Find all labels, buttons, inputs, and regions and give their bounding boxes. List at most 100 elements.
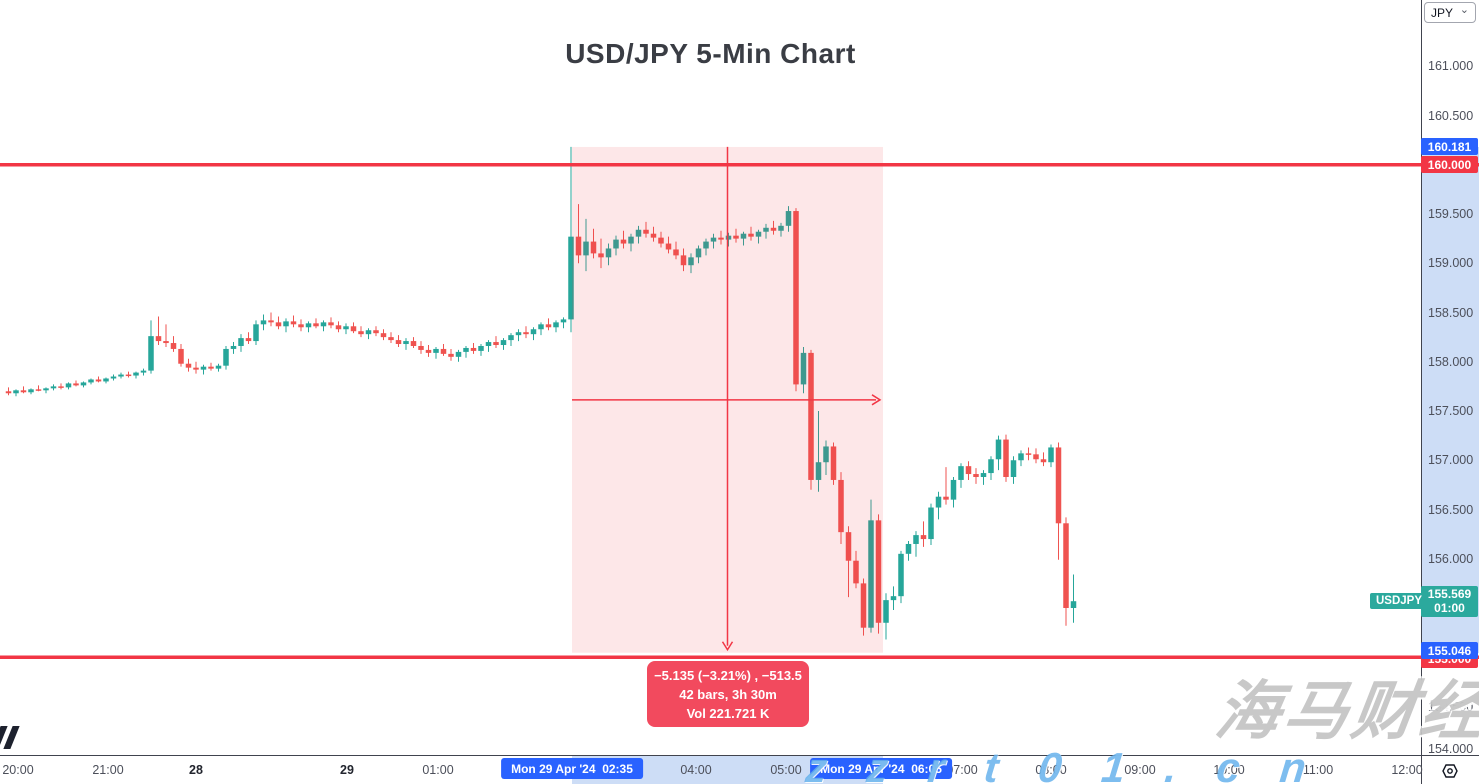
candle-body [1040, 459, 1047, 463]
candle-body [223, 348, 229, 366]
candle-body [163, 341, 169, 344]
candle-body [43, 388, 49, 391]
candle-body [313, 323, 319, 327]
candle-body [913, 535, 919, 544]
candle-body [200, 366, 207, 370]
candle-body [688, 257, 694, 266]
candle-body [718, 237, 724, 240]
time-tick: 28 [189, 763, 203, 777]
price-tick: 157.000 [1428, 453, 1474, 468]
candle-body [620, 239, 627, 244]
candle-body [95, 379, 102, 382]
time-tick: 20:00 [2, 763, 34, 777]
candle-body [1003, 439, 1009, 477]
price-tick: 157.500 [1428, 404, 1474, 418]
candle-body [703, 241, 709, 249]
candle-body [185, 363, 192, 368]
candle-body [635, 229, 642, 237]
candle-body [50, 386, 57, 389]
candle-body [110, 376, 117, 379]
price-tick: 158.500 [1428, 305, 1474, 320]
candle-body [80, 382, 87, 386]
candle-body [283, 321, 289, 327]
upper-price-line-label[interactable]: 160.000 [1421, 156, 1478, 174]
price-tick: 158.000 [1428, 354, 1474, 369]
candle-body [935, 496, 942, 508]
candle-body [403, 341, 409, 345]
candle-body [1033, 454, 1039, 460]
candle-body [770, 227, 777, 231]
candle-body [35, 389, 42, 391]
candle-body [838, 479, 844, 533]
candle-body [928, 507, 934, 540]
candle-body [140, 370, 147, 373]
price-line [0, 655, 1479, 659]
candle-body [133, 372, 139, 376]
candle-body [440, 348, 447, 354]
candle-body [290, 321, 297, 325]
candle-body [358, 331, 364, 335]
candle-body [815, 462, 822, 480]
candle-body [590, 241, 597, 254]
candle-body [470, 347, 477, 351]
candle-body [215, 365, 222, 369]
candle-body [253, 324, 259, 342]
candle-body [463, 347, 469, 352]
candle-body [868, 520, 874, 628]
measure-end-time-label: Mon 29 Apr '24 06:05 [810, 758, 952, 779]
candle-body [988, 459, 994, 474]
candle-body [545, 324, 552, 328]
time-tick: 04:00 [680, 763, 712, 777]
candle-body [5, 391, 12, 394]
candle-body [103, 378, 109, 382]
candle-body [920, 535, 927, 540]
time-tick: 01:00 [422, 763, 454, 777]
candle-body [1063, 523, 1069, 608]
candle-body [800, 352, 807, 385]
candle-body [365, 330, 372, 335]
currency-dropdown[interactable]: JPY ⌄ [1424, 2, 1476, 23]
candle-body [170, 343, 177, 349]
chevron-down-icon: ⌄ [1459, 4, 1469, 16]
candle-body [658, 237, 664, 244]
candle-body [260, 320, 267, 325]
last-price-label: 155.569 01:00 [1421, 585, 1478, 617]
candle-body [883, 600, 889, 623]
candle-body [575, 236, 582, 256]
time-tick: 11:00 [1302, 763, 1334, 777]
candle-body [178, 348, 184, 364]
candle-body [613, 239, 619, 249]
candle-body [515, 332, 522, 336]
time-tick: 29 [340, 763, 354, 777]
axis-settings-button[interactable] [1441, 763, 1461, 784]
candle-body [395, 340, 402, 345]
time-tick: 07:00 [946, 763, 978, 777]
candle-body [665, 243, 672, 250]
candle-body [20, 390, 27, 393]
candle-body [740, 233, 747, 239]
partial-logo[interactable] [0, 726, 28, 749]
price-tick: 156.500 [1428, 502, 1474, 517]
candle-body [305, 323, 312, 328]
candle-body [320, 322, 327, 327]
candle-body [710, 237, 717, 242]
candle-body [13, 390, 19, 394]
measure-tooltip[interactable]: −5.135 (−3.21%) , −513.5 42 bars, 3h 30m… [647, 661, 809, 727]
candle-body [898, 553, 904, 597]
measure-low-price-label: 155.046 [1421, 642, 1478, 660]
price-tick: 159.000 [1428, 256, 1474, 271]
candle-body [755, 231, 762, 237]
candle-body [410, 341, 417, 346]
candle-body [875, 520, 882, 623]
price-line [0, 163, 1479, 167]
candle-body [553, 322, 559, 328]
candle-body [478, 345, 484, 351]
candle-body [748, 233, 754, 237]
candle-body [605, 248, 612, 258]
candle-body [275, 322, 282, 327]
price-tick: 154.500 [1428, 699, 1474, 714]
candle-body [208, 366, 214, 369]
candle-body [523, 332, 529, 335]
